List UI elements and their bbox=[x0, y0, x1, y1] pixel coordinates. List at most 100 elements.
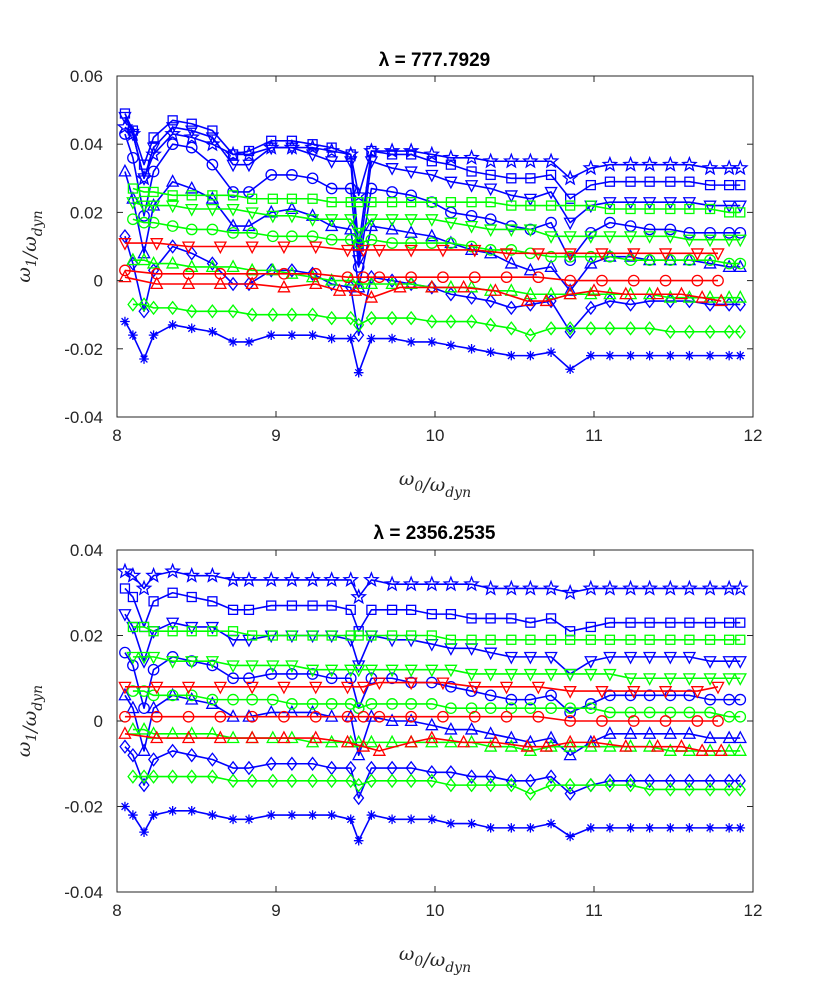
series-blue-asterisk bbox=[120, 316, 746, 378]
data-point bbox=[324, 218, 339, 232]
data-point bbox=[324, 273, 339, 286]
data-point bbox=[119, 264, 131, 277]
x-tick-label: 10 bbox=[426, 426, 445, 445]
data-point bbox=[243, 672, 255, 685]
series-line bbox=[132, 187, 741, 214]
series-line bbox=[124, 113, 741, 248]
data-point bbox=[146, 142, 161, 156]
data-point bbox=[304, 571, 321, 588]
data-point bbox=[468, 710, 481, 723]
data-point bbox=[445, 314, 457, 329]
data-point bbox=[703, 255, 717, 269]
data-point bbox=[723, 227, 736, 239]
data-point bbox=[167, 769, 179, 784]
data-point bbox=[118, 111, 132, 125]
data-point bbox=[147, 663, 160, 676]
data-point bbox=[326, 773, 338, 789]
data-point bbox=[309, 730, 323, 744]
data-point bbox=[690, 248, 705, 261]
data-point bbox=[642, 739, 657, 752]
data-point bbox=[531, 681, 546, 695]
data-point bbox=[722, 259, 736, 273]
data-point bbox=[207, 326, 218, 337]
data-point bbox=[735, 617, 746, 628]
data-point bbox=[539, 293, 553, 307]
data-point bbox=[137, 200, 151, 214]
data-point bbox=[684, 203, 695, 215]
data-point bbox=[734, 782, 746, 797]
data-point bbox=[563, 286, 577, 300]
data-point bbox=[604, 203, 616, 215]
data-point bbox=[124, 566, 142, 583]
data-point bbox=[444, 176, 458, 190]
data-point bbox=[266, 330, 277, 340]
data-point bbox=[711, 248, 725, 261]
data-point bbox=[532, 710, 545, 723]
x-tick-label: 8 bbox=[112, 901, 121, 920]
data-point bbox=[704, 706, 716, 719]
data-point bbox=[366, 810, 377, 820]
data-point bbox=[266, 210, 280, 224]
data-point bbox=[619, 286, 633, 300]
data-point bbox=[682, 234, 697, 248]
data-point bbox=[405, 604, 417, 615]
series-line bbox=[124, 681, 719, 692]
data-point bbox=[345, 773, 357, 789]
data-point bbox=[605, 823, 615, 833]
data-point bbox=[604, 777, 616, 793]
data-point bbox=[683, 254, 696, 266]
data-point bbox=[245, 681, 259, 695]
data-point bbox=[733, 234, 747, 248]
data-point bbox=[563, 231, 577, 244]
data-point bbox=[138, 216, 150, 229]
data-point bbox=[386, 773, 398, 789]
data-point bbox=[724, 179, 735, 191]
series-blue-star bbox=[116, 562, 749, 605]
data-point bbox=[286, 193, 298, 204]
data-point bbox=[267, 630, 278, 641]
data-point bbox=[524, 786, 537, 801]
data-point bbox=[352, 734, 366, 748]
data-point bbox=[601, 579, 619, 596]
data-point bbox=[642, 726, 657, 739]
data-point bbox=[564, 250, 577, 263]
data-point bbox=[138, 769, 150, 784]
data-point bbox=[185, 259, 199, 273]
data-point bbox=[658, 248, 673, 261]
data-point bbox=[523, 224, 538, 238]
data-point bbox=[623, 197, 638, 210]
data-point bbox=[243, 760, 255, 776]
data-point bbox=[246, 630, 258, 641]
data-point bbox=[625, 617, 636, 628]
data-point bbox=[242, 159, 256, 173]
data-point bbox=[426, 197, 437, 208]
data-point bbox=[138, 297, 150, 312]
data-point bbox=[724, 617, 735, 628]
data-point bbox=[502, 152, 520, 169]
data-point bbox=[286, 307, 298, 322]
data-point bbox=[148, 330, 159, 340]
data-point bbox=[262, 571, 280, 588]
data-point bbox=[681, 155, 698, 172]
data-point bbox=[544, 286, 558, 300]
data-point bbox=[603, 668, 617, 682]
data-point bbox=[146, 197, 161, 211]
data-point bbox=[164, 562, 182, 579]
data-point bbox=[734, 227, 747, 239]
data-point bbox=[504, 739, 518, 752]
data-point bbox=[213, 730, 228, 744]
data-point bbox=[464, 242, 479, 255]
data-point bbox=[485, 317, 497, 333]
data-point bbox=[604, 176, 616, 187]
data-point bbox=[386, 698, 398, 710]
data-point bbox=[445, 634, 457, 645]
data-point bbox=[147, 216, 160, 229]
data-point bbox=[734, 693, 747, 706]
series-line bbox=[124, 715, 719, 722]
data-point bbox=[483, 224, 498, 238]
data-point bbox=[165, 656, 180, 669]
data-point bbox=[277, 279, 291, 293]
data-point bbox=[148, 596, 159, 607]
data-point bbox=[385, 163, 399, 176]
data-point bbox=[505, 773, 517, 789]
